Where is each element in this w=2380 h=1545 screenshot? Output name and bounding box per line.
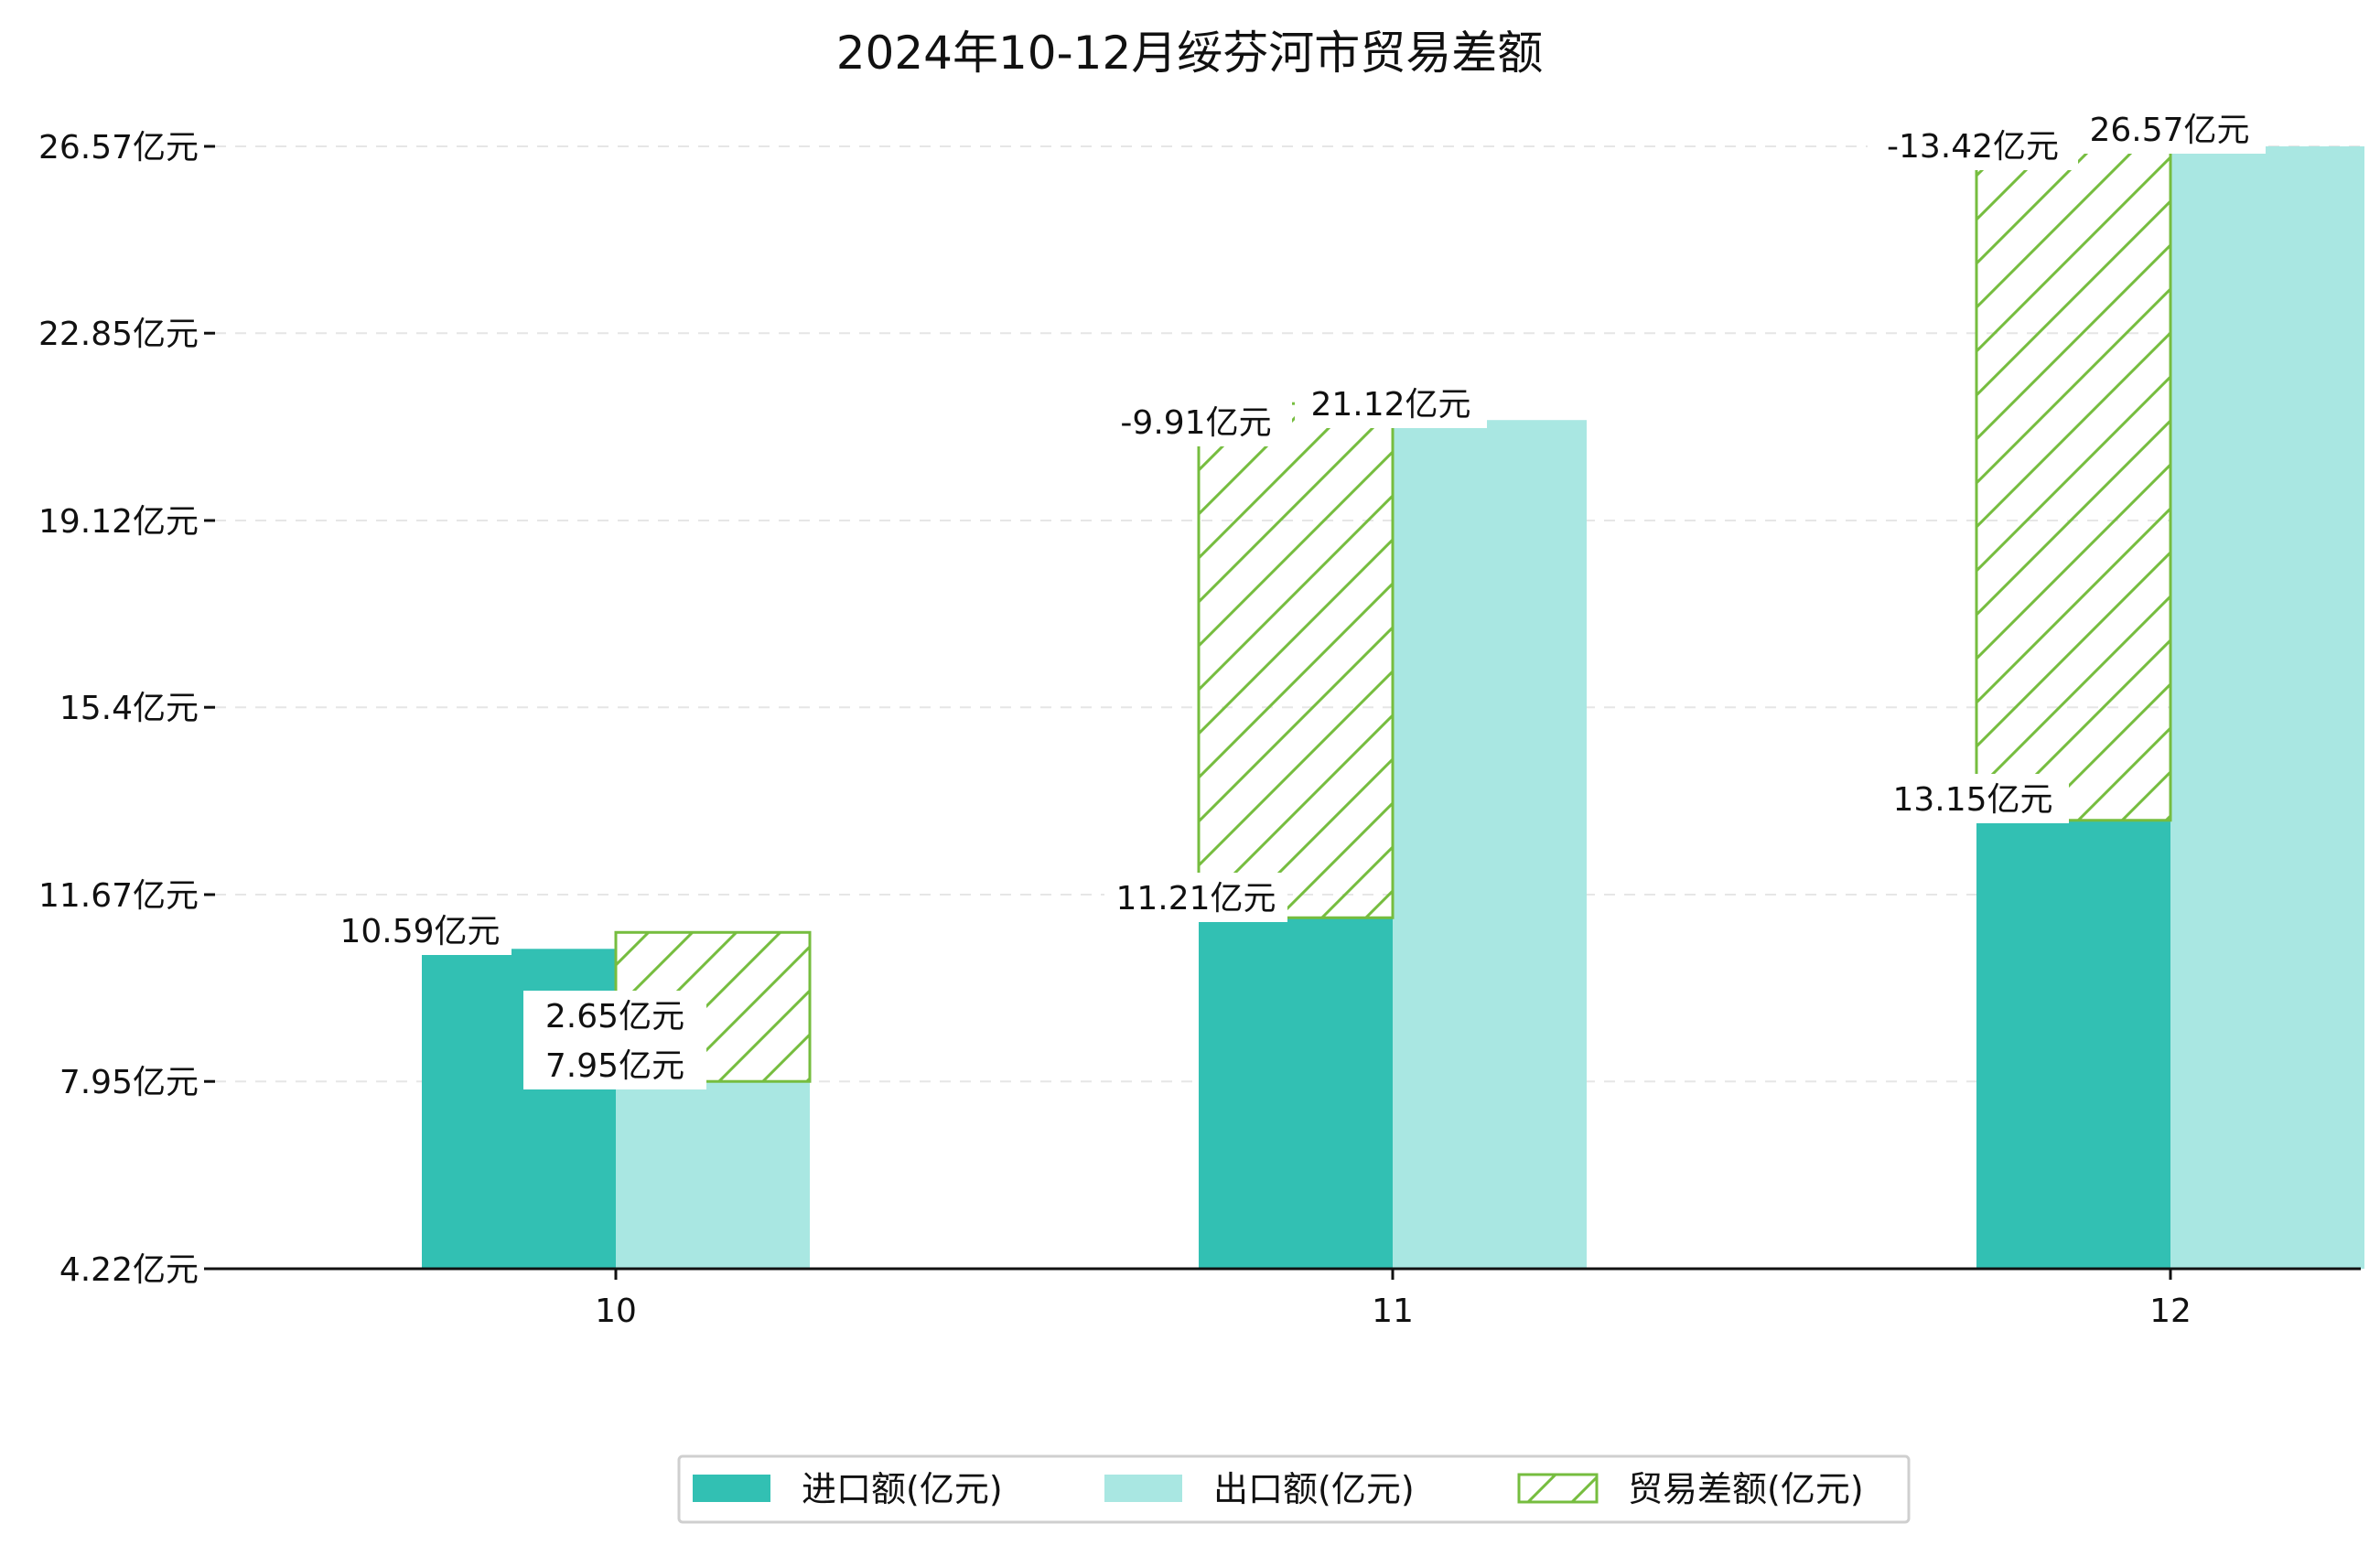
- label-balance-11-bg: [1100, 397, 1292, 446]
- data-labels: 10.59亿元 2.65亿元 7.95亿元 11.21亿元 -9.91亿元 21.12亿元…: [328, 104, 2266, 1089]
- legend: 进口额(亿元) 出口额(亿元) 贸易差额(亿元): [677, 1454, 1911, 1524]
- label-export-12-bg: [2073, 104, 2266, 154]
- x-tick-label: 12: [2149, 1293, 2192, 1330]
- label-export-11-bg: [1295, 379, 1487, 428]
- label-export-10-bg: [523, 1040, 706, 1089]
- label-export-10: 7.95亿元: [545, 1047, 684, 1085]
- label-import-10-bg: [328, 906, 512, 955]
- legend-label-balance: 贸易差额(亿元): [1628, 1469, 1864, 1509]
- legend-swatch-import: [693, 1475, 770, 1502]
- legend-swatch-balance: [1517, 1473, 1599, 1504]
- bar-import: [1976, 820, 2170, 1269]
- bar-export: [2170, 146, 2364, 1269]
- bars: [422, 128, 2364, 1269]
- label-export-12: 26.57亿元: [2089, 112, 2249, 149]
- bar-balance: [1197, 402, 1395, 919]
- y-tick-label: 11.67亿元: [38, 877, 199, 915]
- y-tick-label: 26.57亿元: [38, 129, 199, 166]
- axes: 4.22亿元 7.95亿元 11.67亿元 15.4亿元 19.12亿元 22.85亿元 2…: [38, 129, 2361, 1330]
- bar-import: [1199, 917, 1393, 1269]
- chart-title: 2024年10-12月绥芬河市贸易差额: [836, 27, 1544, 80]
- label-balance-10-bg: [523, 991, 706, 1040]
- y-tick-label: 22.85亿元: [38, 316, 199, 353]
- y-tick-label: 19.12亿元: [38, 503, 199, 541]
- label-balance-12: -13.42亿元: [1887, 128, 2059, 166]
- y-tick-label: 7.95亿元: [59, 1064, 199, 1101]
- y-tick-label: 4.22亿元: [59, 1251, 199, 1289]
- legend-label-import: 进口额(亿元): [802, 1469, 1003, 1509]
- label-import-12: 13.15亿元: [1892, 781, 2052, 819]
- label-import-11: 11.21亿元: [1115, 880, 1276, 917]
- legend-label-export: 出口额(亿元): [1213, 1469, 1415, 1509]
- label-balance-11: -9.91亿元: [1120, 404, 1271, 442]
- bar-export: [616, 1081, 810, 1269]
- x-tick-label: 10: [595, 1293, 637, 1330]
- label-balance-12-bg: [1868, 121, 2078, 170]
- x-tick-label: 11: [1372, 1293, 1414, 1330]
- label-export-11: 21.12亿元: [1310, 386, 1470, 424]
- legend-frame: [677, 1454, 1911, 1524]
- bar-balance: [1975, 128, 2172, 822]
- label-import-10: 10.59亿元: [339, 913, 500, 950]
- label-balance-10: 2.65亿元: [545, 998, 684, 1035]
- label-import-12-bg: [1877, 774, 2069, 823]
- legend-swatch-export: [1104, 1475, 1182, 1502]
- y-tick-label: 15.4亿元: [59, 690, 199, 727]
- bar-export: [1393, 420, 1587, 1269]
- label-import-11-bg: [1104, 873, 1287, 922]
